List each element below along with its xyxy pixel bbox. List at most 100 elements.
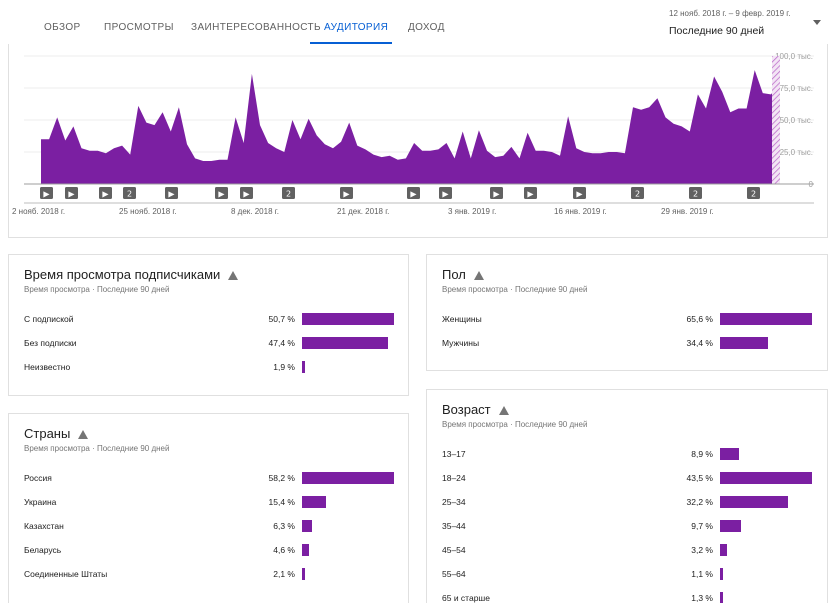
row-percent: 65,6 % [686,314,713,324]
tab-views[interactable]: Просмотры [104,22,174,33]
gender-card: Пол Время просмотра · Последние 90 дней … [426,254,828,371]
countries-card: Страны Время просмотра · Последние 90 дн… [8,413,409,603]
row-percent: 1,1 % [691,569,713,579]
svg-text:▶: ▶ [343,190,350,199]
video-marker-icon[interactable]: ▶ [407,187,420,199]
svg-text:▶: ▶ [243,190,250,199]
grouped-marker[interactable]: 2 [631,187,644,199]
row-percent: 4,6 % [273,545,295,555]
breakdown-row: Мужчины 34,4 % [427,337,827,351]
row-label: С подпиской [24,314,74,324]
warning-icon[interactable] [228,271,239,280]
breakdown-row: Женщины 65,6 % [427,313,827,327]
card-title: Возраст [442,402,509,417]
video-marker-icon[interactable]: ▶ [524,187,537,199]
video-marker-icon[interactable]: ▶ [40,187,53,199]
card-subtitle: Время просмотра · Последние 90 дней [24,285,170,294]
row-percent: 15,4 % [268,497,295,507]
video-marker-icon[interactable]: ▶ [573,187,586,199]
tab-audience[interactable]: Аудитория [324,22,389,33]
svg-text:▶: ▶ [442,190,449,199]
row-bar [720,472,812,484]
row-percent: 43,5 % [686,473,713,483]
video-marker-icon[interactable]: ▶ [490,187,503,199]
row-bar [720,496,789,508]
row-percent: 50,7 % [268,314,295,324]
row-label: Казахстан [24,521,64,531]
svg-text:▶: ▶ [43,190,50,199]
row-percent: 47,4 % [268,338,295,348]
breakdown-row: 18–24 43,5 % [427,472,827,486]
date-range-label: Последние 90 дней [669,25,765,37]
grouped-marker[interactable]: 2 [689,187,702,199]
breakdown-row: 25–34 32,2 % [427,496,827,510]
row-percent: 8,9 % [691,449,713,459]
row-label: Неизвестно [24,362,71,372]
video-marker-icon[interactable]: ▶ [99,187,112,199]
video-marker-icon[interactable]: ▶ [215,187,228,199]
row-label: Россия [24,473,52,483]
row-percent: 2,1 % [273,569,295,579]
audience-area [41,70,779,184]
audience-area-chart: 100,0 тыс.75,0 тыс.50,0 тыс.25,0 тыс.0▶▶… [12,52,814,216]
age-card: Возраст Время просмотра · Последние 90 д… [426,389,828,603]
caret-down-icon [813,20,821,25]
tab-engagement[interactable]: Заинтересованность [191,22,322,33]
partial-data-region [772,56,780,184]
card-subtitle: Время просмотра · Последние 90 дней [442,285,588,294]
y-tick-label: 50,0 тыс. [780,116,813,125]
video-marker-icon[interactable]: ▶ [65,187,78,199]
row-bar [720,544,727,556]
svg-text:▶: ▶ [576,190,583,199]
video-marker-icon[interactable]: ▶ [439,187,452,199]
row-label: 55–64 [442,569,466,579]
warning-icon[interactable] [498,406,509,415]
video-marker-icon[interactable]: ▶ [165,187,178,199]
row-label: Женщины [442,314,482,324]
svg-text:▶: ▶ [218,190,225,199]
svg-text:▶: ▶ [68,190,75,199]
svg-text:▶: ▶ [102,190,109,199]
row-percent: 1,3 % [691,593,713,603]
warning-icon[interactable] [473,271,484,280]
subscribers-watch-time-card: Время просмотра подписчиками Время просм… [8,254,409,396]
row-percent: 58,2 % [268,473,295,483]
row-percent: 32,2 % [686,497,713,507]
row-label: Соединенные Штаты [24,569,108,579]
x-tick-label: 16 янв. 2019 г. [554,207,607,216]
breakdown-row: Россия 58,2 % [9,472,408,486]
row-label: Без подписки [24,338,77,348]
row-bar [302,520,312,532]
row-label: Украина [24,497,57,507]
tab-overview[interactable]: Обзор [44,22,81,33]
video-marker-icon[interactable]: ▶ [340,187,353,199]
breakdown-row: 35–44 9,7 % [427,520,827,534]
grouped-marker[interactable]: 2 [282,187,295,199]
row-bar [720,337,769,349]
date-range-dates: 12 нояб. 2018 г. – 9 февр. 2019 г. [669,9,791,18]
row-bar [302,361,306,373]
row-bar [302,472,394,484]
grouped-marker[interactable]: 2 [747,187,760,199]
x-tick-label: 8 дек. 2018 г. [231,207,279,216]
x-tick-label: 25 нояб. 2018 г. [119,207,177,216]
row-label: 13–17 [442,449,466,459]
tab-revenue[interactable]: Доход [408,22,445,33]
row-bar [720,313,812,325]
breakdown-row: Без подписки 47,4 % [9,337,408,351]
breakdown-row: 45–54 3,2 % [427,544,827,558]
breakdown-row: Соединенные Штаты 2,1 % [9,568,408,582]
row-bar [720,592,723,603]
card-title: Пол [442,267,484,282]
grouped-marker[interactable]: 2 [123,187,136,199]
row-label: 35–44 [442,521,466,531]
breakdown-row: Беларусь 4,6 % [9,544,408,558]
x-tick-label: 21 дек. 2018 г. [337,207,389,216]
y-tick-label: 75,0 тыс. [780,84,813,93]
video-marker-icon[interactable]: ▶ [240,187,253,199]
row-label: 25–34 [442,497,466,507]
breakdown-row: Неизвестно 1,9 % [9,361,408,375]
warning-icon[interactable] [78,430,89,439]
card-title: Время просмотра подписчиками [24,267,239,282]
svg-text:2: 2 [635,190,640,199]
